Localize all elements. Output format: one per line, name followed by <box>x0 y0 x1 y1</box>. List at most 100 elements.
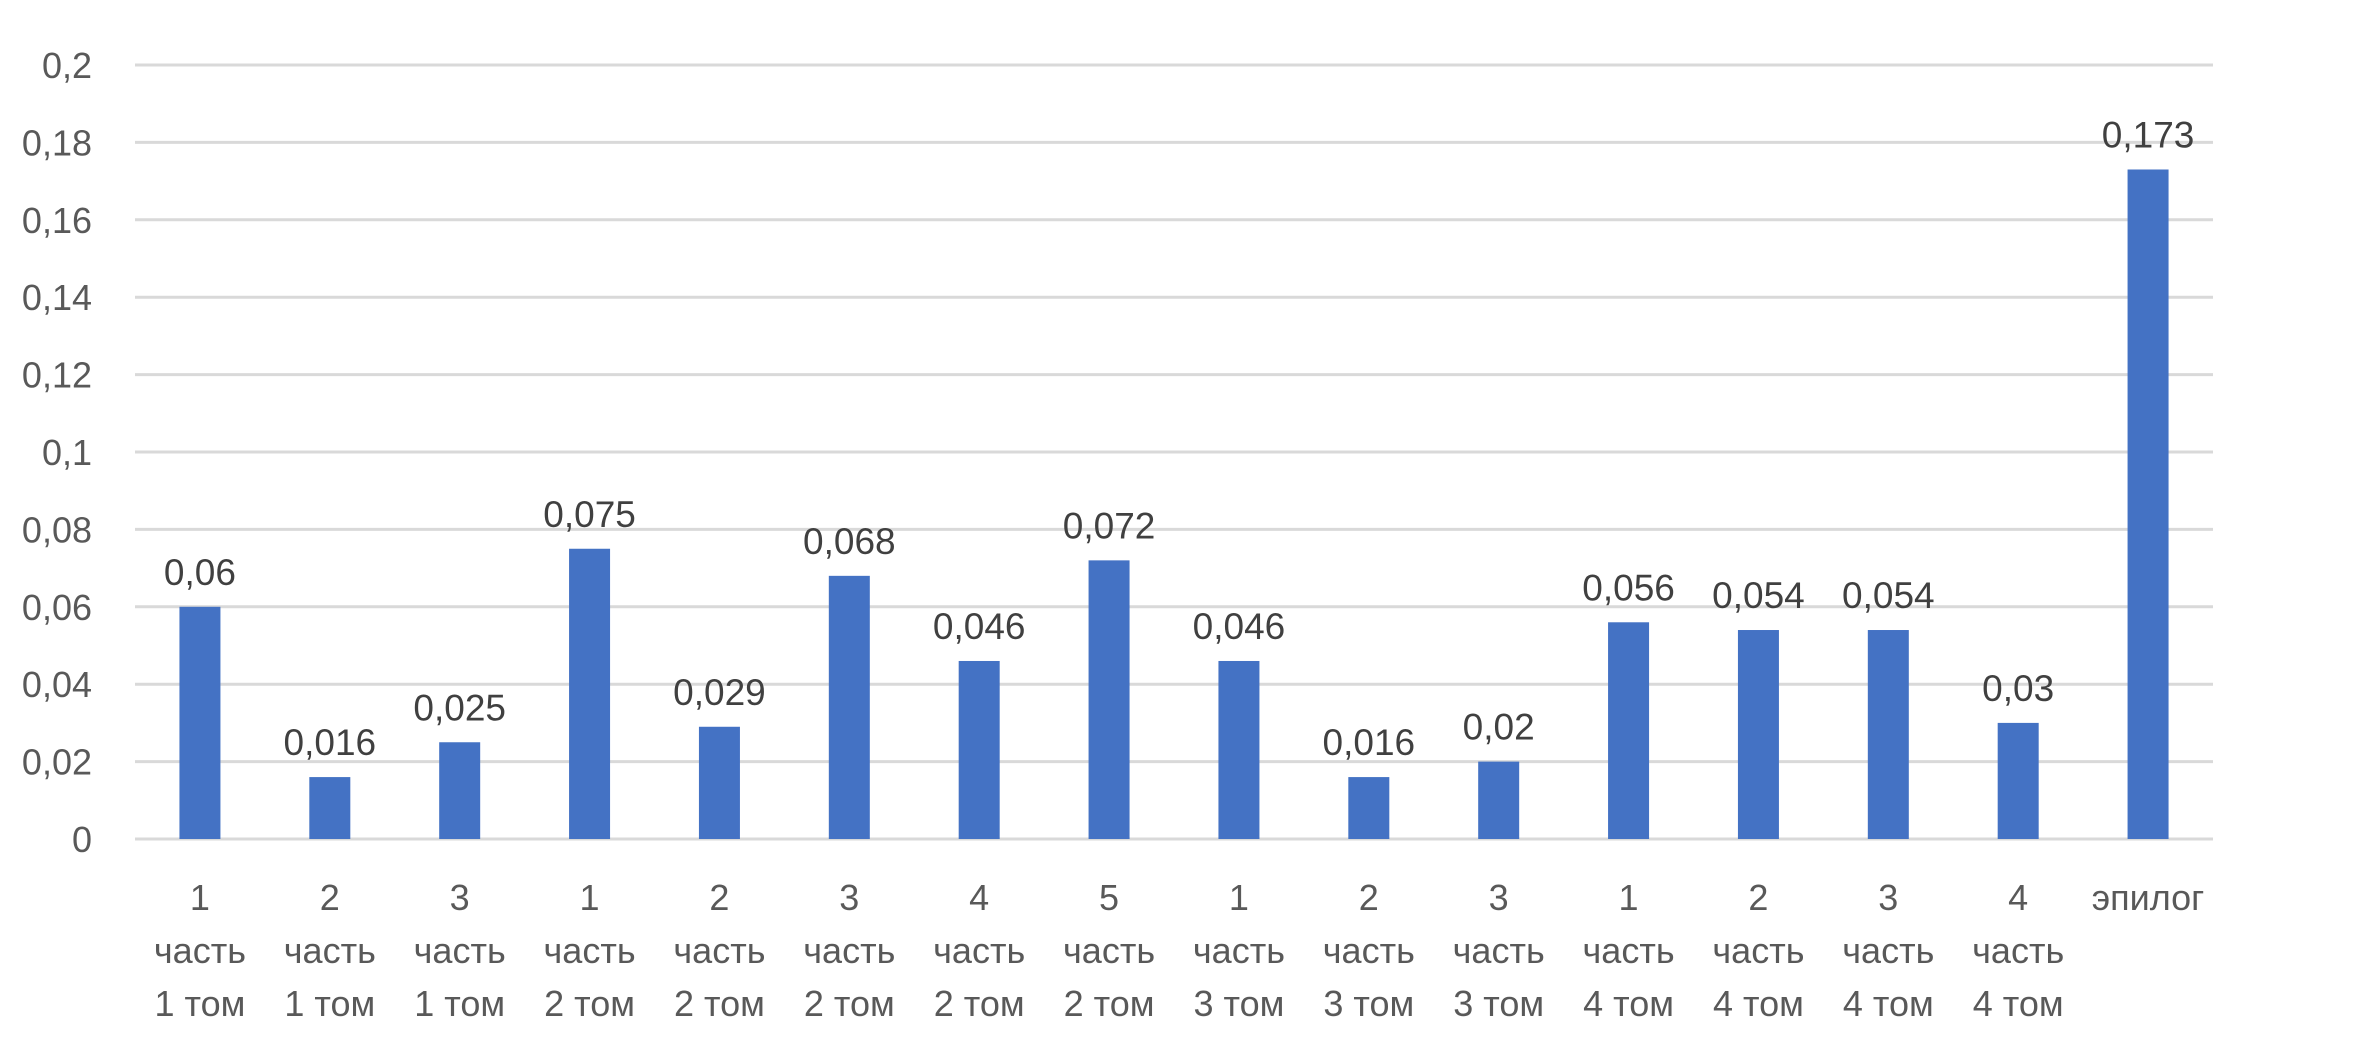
bar <box>179 606 221 839</box>
x-tick-label-line: 2 том <box>544 983 635 1024</box>
x-tick-label: 1 часть 4 том <box>1583 877 1675 1024</box>
x-tick-label-line: 3 том <box>1323 983 1414 1024</box>
y-tick-label: 0,14 <box>22 277 92 318</box>
x-tick-label: 4 часть 2 том <box>933 877 1025 1024</box>
bar <box>1218 660 1260 839</box>
gridlines <box>135 63 2213 841</box>
x-tick-label: 2 часть 2 том <box>673 877 765 1024</box>
data-label: 0,03 <box>1982 668 2054 709</box>
data-label: 0,072 <box>1063 505 1156 546</box>
x-tick-label-line: 4 том <box>1713 983 1804 1024</box>
data-label: 0,054 <box>1712 575 1805 616</box>
x-tick-label: 3 часть 1 том <box>414 877 506 1024</box>
data-labels: 0,06 0,016 0,025 0,075 0,029 0,068 0,046 0,072 0… <box>164 114 2194 763</box>
x-tick-label-line: часть <box>1972 930 2064 971</box>
bar <box>1088 560 1130 839</box>
y-tick-label: 0,02 <box>22 742 92 783</box>
x-tick-label-line: 3 том <box>1193 983 1284 1024</box>
x-tick-label-line: 2 <box>709 877 729 918</box>
data-label: 0,054 <box>1842 575 1935 616</box>
x-tick-label-line: часть <box>544 930 636 971</box>
x-tick-label-line: часть <box>284 930 376 971</box>
x-tick-label-line: 3 <box>1489 877 1509 918</box>
x-tick-label-line: 2 том <box>674 983 765 1024</box>
data-label: 0,029 <box>673 672 766 713</box>
x-tick-label: 2 часть 3 том <box>1323 877 1415 1024</box>
x-tick-label: 2 часть 1 том <box>284 877 376 1024</box>
y-tick-label: 0,12 <box>22 355 92 396</box>
x-tick-label-line: часть <box>154 930 246 971</box>
bar <box>1737 630 1779 839</box>
bar <box>439 742 481 839</box>
x-tick-label-line: 4 <box>2008 877 2028 918</box>
x-tick-label-line: 5 <box>1099 877 1119 918</box>
x-tick-label: 3 часть 4 том <box>1842 877 1934 1024</box>
x-tick-label-line: часть <box>933 930 1025 971</box>
bar <box>1478 761 1520 839</box>
data-label: 0,016 <box>1323 722 1416 763</box>
x-tick-label-line: 2 <box>320 877 340 918</box>
data-label: 0,06 <box>164 552 236 593</box>
x-tick-label-line: 1 том <box>414 983 505 1024</box>
x-tick-label-line: 1 том <box>284 983 375 1024</box>
y-tick-label: 0,16 <box>22 200 92 241</box>
x-tick-label-line: 1 <box>580 877 600 918</box>
x-tick-label: 3 часть 3 том <box>1453 877 1545 1024</box>
data-label: 0,056 <box>1582 567 1675 608</box>
y-tick-label: 0,08 <box>22 509 92 550</box>
y-axis: 0 0,02 0,04 0,06 0,08 0,1 0,12 0,14 0,16 0,18 0,2 <box>22 45 92 860</box>
x-tick-label-line: часть <box>1323 930 1415 971</box>
x-tick-label: 3 часть 2 том <box>803 877 895 1024</box>
x-tick-label: 5 часть 2 том <box>1063 877 1155 1024</box>
x-tick-label-line: часть <box>803 930 895 971</box>
x-tick-label-line: эпилог <box>2092 877 2205 918</box>
data-label: 0,025 <box>413 687 506 728</box>
bar <box>1348 777 1390 839</box>
bar <box>698 726 740 839</box>
y-tick-label: 0,04 <box>22 664 92 705</box>
x-tick-label-line: 2 <box>1748 877 1768 918</box>
x-tick-label-line: 3 <box>450 877 470 918</box>
x-tick-label-line: 1 том <box>154 983 245 1024</box>
bar <box>828 575 870 839</box>
x-tick-label-line: часть <box>1193 930 1285 971</box>
y-tick-label: 0,18 <box>22 122 92 163</box>
x-tick-label: 1 часть 1 том <box>154 877 246 1024</box>
x-tick-label-line: 1 <box>1619 877 1639 918</box>
x-tick-label-line: 3 том <box>1453 983 1544 1024</box>
bar <box>1608 622 1650 839</box>
data-label: 0,068 <box>803 521 896 562</box>
x-tick-label-line: часть <box>673 930 765 971</box>
x-tick-label-line: 2 том <box>1064 983 1155 1024</box>
data-label: 0,02 <box>1463 707 1535 748</box>
bar <box>309 777 351 839</box>
x-tick-label-line: 4 том <box>1973 983 2064 1024</box>
bar <box>569 548 611 839</box>
x-tick-label-line: 4 <box>969 877 989 918</box>
y-tick-label: 0,06 <box>22 587 92 628</box>
x-tick-label-line: 1 <box>1229 877 1249 918</box>
x-tick-label-line: 3 <box>1878 877 1898 918</box>
x-tick-label-line: 4 том <box>1583 983 1674 1024</box>
x-tick-label-line: 2 том <box>804 983 895 1024</box>
x-tick-label-line: 2 том <box>934 983 1025 1024</box>
data-label: 0,046 <box>1193 606 1286 647</box>
x-tick-label-line: 4 том <box>1843 983 1934 1024</box>
data-label: 0,046 <box>933 606 1026 647</box>
bar <box>958 660 1000 839</box>
y-tick-label: 0,1 <box>42 432 92 473</box>
data-label: 0,075 <box>543 494 636 535</box>
x-tick-label: 4 часть 4 том <box>1972 877 2064 1024</box>
x-tick-label-line: 3 <box>839 877 859 918</box>
x-tick-label: 1 часть 3 том <box>1193 877 1285 1024</box>
y-tick-label: 0,2 <box>42 45 92 86</box>
x-tick-label-line: часть <box>1842 930 1934 971</box>
bar <box>1997 722 2039 839</box>
data-label: 0,016 <box>284 722 377 763</box>
bar <box>1867 630 1909 839</box>
x-tick-label-line: 1 <box>190 877 210 918</box>
x-tick-label-line: часть <box>1063 930 1155 971</box>
bars <box>179 169 2169 840</box>
